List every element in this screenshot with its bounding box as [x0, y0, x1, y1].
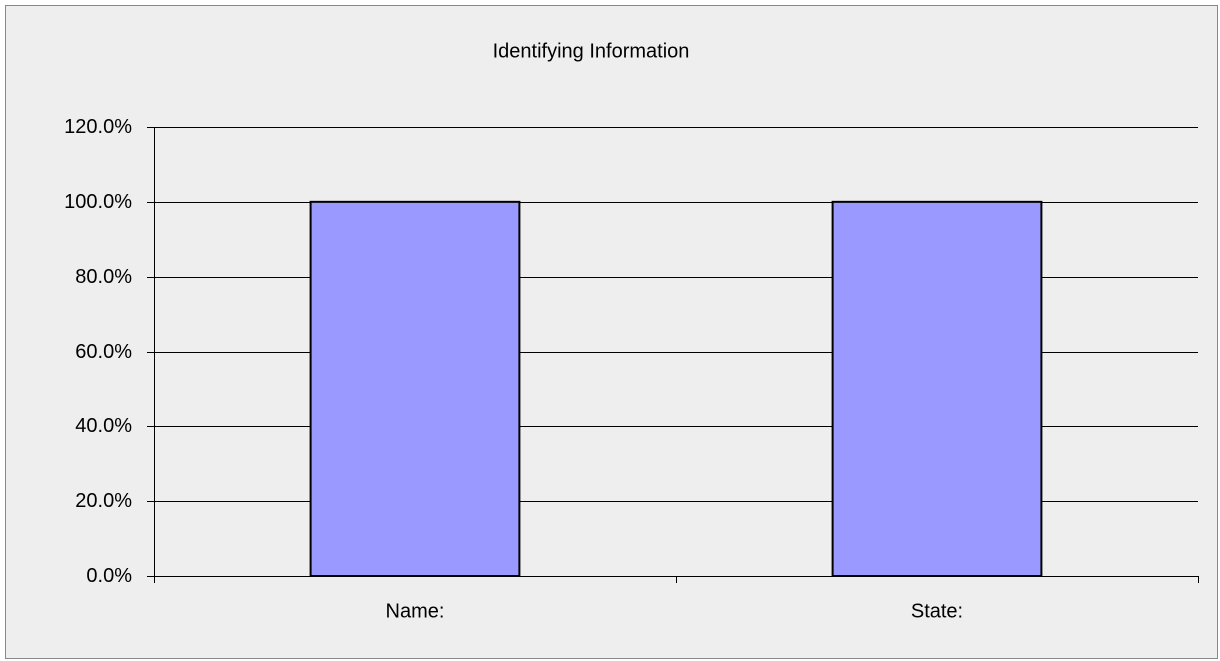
y-tick-label: 60.0% [75, 341, 132, 363]
bar [831, 200, 1043, 577]
y-tick-label: 40.0% [75, 415, 132, 437]
y-tick-label: 100.0% [64, 191, 132, 213]
y-tick-label: 80.0% [75, 266, 132, 288]
x-tick-label: Name: [386, 600, 445, 622]
y-tick-label: 120.0% [64, 116, 132, 138]
x-tick-label: State: [911, 600, 963, 622]
y-tick-label: 20.0% [75, 490, 132, 512]
y-tick-label: 0.0% [86, 565, 132, 587]
bar [309, 200, 521, 577]
chart-title: Identifying Information [493, 40, 690, 62]
